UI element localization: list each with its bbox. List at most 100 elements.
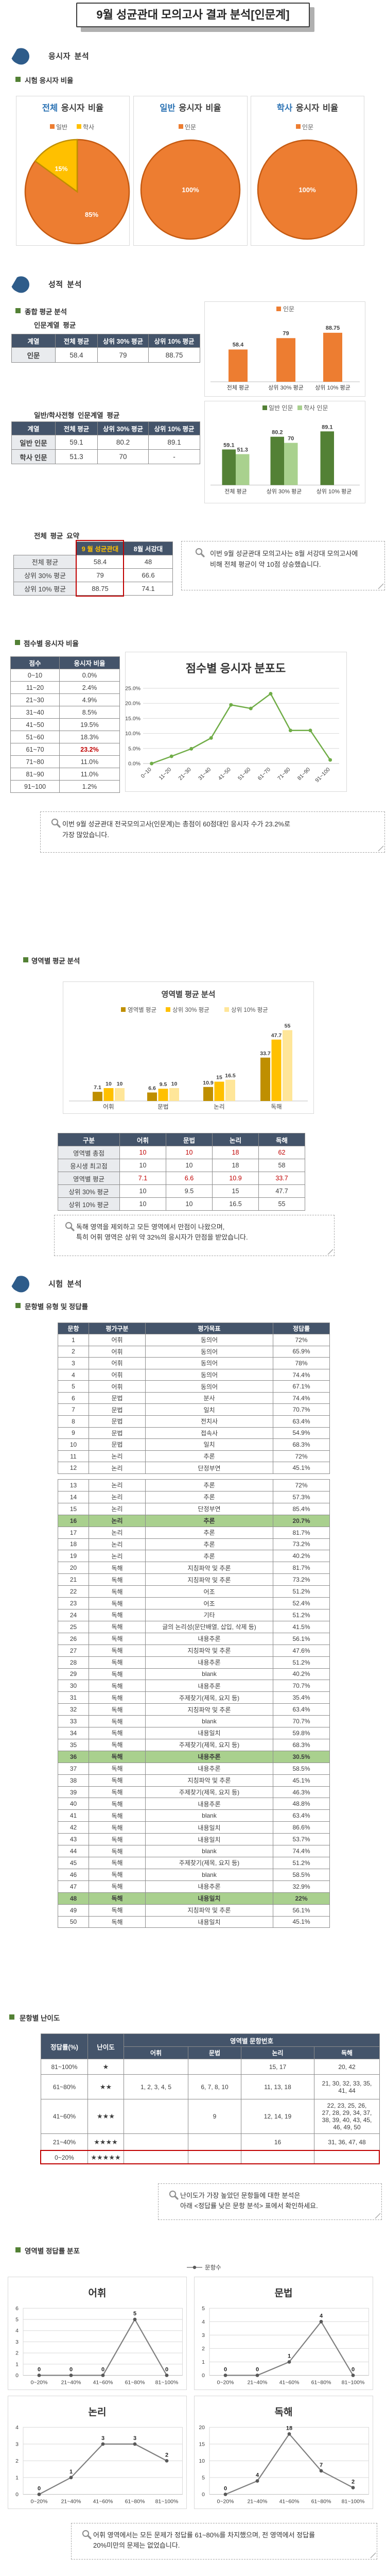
svg-text:41~60%: 41~60% bbox=[93, 2499, 113, 2505]
svg-text:영역별 평균: 영역별 평균 bbox=[128, 1007, 156, 1013]
svg-text:문항수: 문항수 bbox=[205, 2264, 221, 2271]
svg-text:70: 70 bbox=[288, 436, 294, 442]
svg-text:0: 0 bbox=[165, 2367, 168, 2373]
svg-text:10.0%: 10.0% bbox=[125, 731, 141, 737]
svg-text:81~100%: 81~100% bbox=[342, 2380, 365, 2386]
svg-text:89.1: 89.1 bbox=[322, 424, 332, 430]
svg-text:전체 평균: 전체 평균 bbox=[227, 384, 250, 391]
svg-text:20.0%: 20.0% bbox=[125, 701, 141, 707]
svg-text:4: 4 bbox=[320, 2313, 323, 2319]
svg-text:5: 5 bbox=[202, 2306, 205, 2312]
svg-text:15: 15 bbox=[199, 2441, 205, 2447]
svg-text:15: 15 bbox=[216, 1075, 222, 1081]
svg-text:0: 0 bbox=[15, 2492, 19, 2498]
svg-text:59.1: 59.1 bbox=[223, 442, 234, 448]
svg-text:5: 5 bbox=[15, 2317, 19, 2323]
svg-text:일반 인문: 일반 인문 bbox=[269, 404, 293, 412]
svg-text:4: 4 bbox=[15, 2328, 19, 2334]
svg-text:상위 30% 평균: 상위 30% 평균 bbox=[267, 488, 302, 495]
svg-text:15%: 15% bbox=[55, 165, 67, 173]
svg-text:5: 5 bbox=[133, 2311, 136, 2317]
svg-text:0: 0 bbox=[69, 2367, 73, 2373]
svg-text:0: 0 bbox=[352, 2367, 355, 2373]
svg-text:문법: 문법 bbox=[275, 2287, 293, 2299]
svg-text:학사 인문: 학사 인문 bbox=[304, 404, 328, 412]
svg-text:16.5: 16.5 bbox=[225, 1073, 236, 1079]
svg-text:3: 3 bbox=[15, 2339, 19, 2345]
svg-text:0: 0 bbox=[224, 2367, 227, 2373]
svg-text:47.7: 47.7 bbox=[271, 1032, 282, 1039]
svg-text:61~80%: 61~80% bbox=[125, 2499, 145, 2505]
svg-text:100%: 100% bbox=[299, 186, 316, 194]
svg-text:41~60%: 41~60% bbox=[279, 2380, 300, 2386]
svg-text:10: 10 bbox=[171, 1081, 178, 1087]
svg-text:2: 2 bbox=[15, 2350, 19, 2357]
svg-text:2: 2 bbox=[202, 2346, 205, 2352]
svg-text:독해: 독해 bbox=[275, 2406, 293, 2418]
svg-text:0: 0 bbox=[202, 2372, 205, 2379]
svg-text:0: 0 bbox=[15, 2372, 19, 2379]
svg-text:전체 평균: 전체 평균 bbox=[224, 488, 247, 495]
svg-text:4: 4 bbox=[202, 2319, 205, 2325]
svg-text:0~20%: 0~20% bbox=[217, 2380, 234, 2386]
svg-text:상위 10% 평균: 상위 10% 평균 bbox=[315, 384, 350, 391]
svg-text:1: 1 bbox=[202, 2359, 205, 2365]
svg-text:문법: 문법 bbox=[157, 1104, 168, 1110]
svg-text:논리: 논리 bbox=[214, 1104, 224, 1110]
svg-text:21~40%: 21~40% bbox=[248, 2499, 268, 2505]
svg-text:0~20%: 0~20% bbox=[31, 2499, 48, 2505]
svg-text:0~20%: 0~20% bbox=[217, 2499, 234, 2505]
svg-text:3: 3 bbox=[101, 2435, 104, 2442]
svg-text:상위 30% 평균: 상위 30% 평균 bbox=[268, 384, 304, 391]
svg-text:0: 0 bbox=[101, 2367, 104, 2373]
svg-text:6.6: 6.6 bbox=[148, 1086, 156, 1092]
svg-text:41~60%: 41~60% bbox=[93, 2380, 113, 2386]
svg-text:10: 10 bbox=[106, 1081, 112, 1087]
svg-text:논리: 논리 bbox=[89, 2406, 107, 2418]
svg-text:2: 2 bbox=[352, 2479, 355, 2485]
svg-text:21~40%: 21~40% bbox=[248, 2380, 268, 2386]
svg-text:0: 0 bbox=[38, 2486, 41, 2492]
svg-text:4: 4 bbox=[15, 2425, 19, 2431]
svg-text:3: 3 bbox=[133, 2435, 136, 2442]
svg-text:21~40%: 21~40% bbox=[61, 2499, 81, 2505]
svg-text:9.5: 9.5 bbox=[160, 1081, 167, 1088]
svg-text:1: 1 bbox=[69, 2469, 73, 2475]
svg-text:어휘: 어휘 bbox=[89, 2287, 107, 2299]
svg-text:21~40%: 21~40% bbox=[61, 2380, 81, 2386]
svg-text:80.2: 80.2 bbox=[272, 430, 283, 436]
svg-text:6: 6 bbox=[15, 2306, 19, 2312]
svg-text:20: 20 bbox=[199, 2425, 205, 2431]
svg-text:10: 10 bbox=[199, 2458, 205, 2464]
svg-text:25.0%: 25.0% bbox=[125, 686, 141, 692]
svg-text:4: 4 bbox=[256, 2472, 259, 2479]
svg-text:0: 0 bbox=[202, 2492, 205, 2498]
svg-text:10: 10 bbox=[117, 1081, 123, 1087]
svg-text:85%: 85% bbox=[85, 211, 98, 218]
svg-text:7.1: 7.1 bbox=[94, 1084, 101, 1091]
svg-text:10.9: 10.9 bbox=[203, 1080, 214, 1086]
svg-text:0~20%: 0~20% bbox=[31, 2380, 48, 2386]
svg-text:0: 0 bbox=[256, 2367, 259, 2373]
svg-text:41~60%: 41~60% bbox=[279, 2499, 300, 2505]
svg-text:5.0%: 5.0% bbox=[128, 745, 141, 752]
svg-text:55: 55 bbox=[285, 1023, 291, 1029]
svg-text:15.0%: 15.0% bbox=[125, 716, 141, 722]
svg-text:79: 79 bbox=[283, 330, 289, 336]
svg-text:영역별 평균 분석: 영역별 평균 분석 bbox=[162, 990, 216, 999]
svg-text:2: 2 bbox=[165, 2452, 168, 2458]
svg-text:51.3: 51.3 bbox=[237, 447, 248, 453]
svg-text:88.75: 88.75 bbox=[326, 325, 340, 331]
svg-text:61~80%: 61~80% bbox=[311, 2499, 331, 2505]
svg-text:61~80%: 61~80% bbox=[125, 2380, 145, 2386]
svg-text:인문: 인문 bbox=[283, 306, 294, 313]
svg-text:1: 1 bbox=[15, 2361, 19, 2367]
svg-text:81~100%: 81~100% bbox=[155, 2499, 179, 2505]
svg-text:상위 10% 평균: 상위 10% 평균 bbox=[231, 1007, 268, 1013]
svg-text:0: 0 bbox=[224, 2486, 227, 2492]
svg-text:18: 18 bbox=[286, 2425, 292, 2431]
svg-text:점수별 응시자 분포도: 점수별 응시자 분포도 bbox=[186, 662, 286, 675]
svg-text:3: 3 bbox=[202, 2332, 205, 2338]
svg-text:33.7: 33.7 bbox=[260, 1050, 271, 1057]
svg-text:61~80%: 61~80% bbox=[311, 2380, 331, 2386]
